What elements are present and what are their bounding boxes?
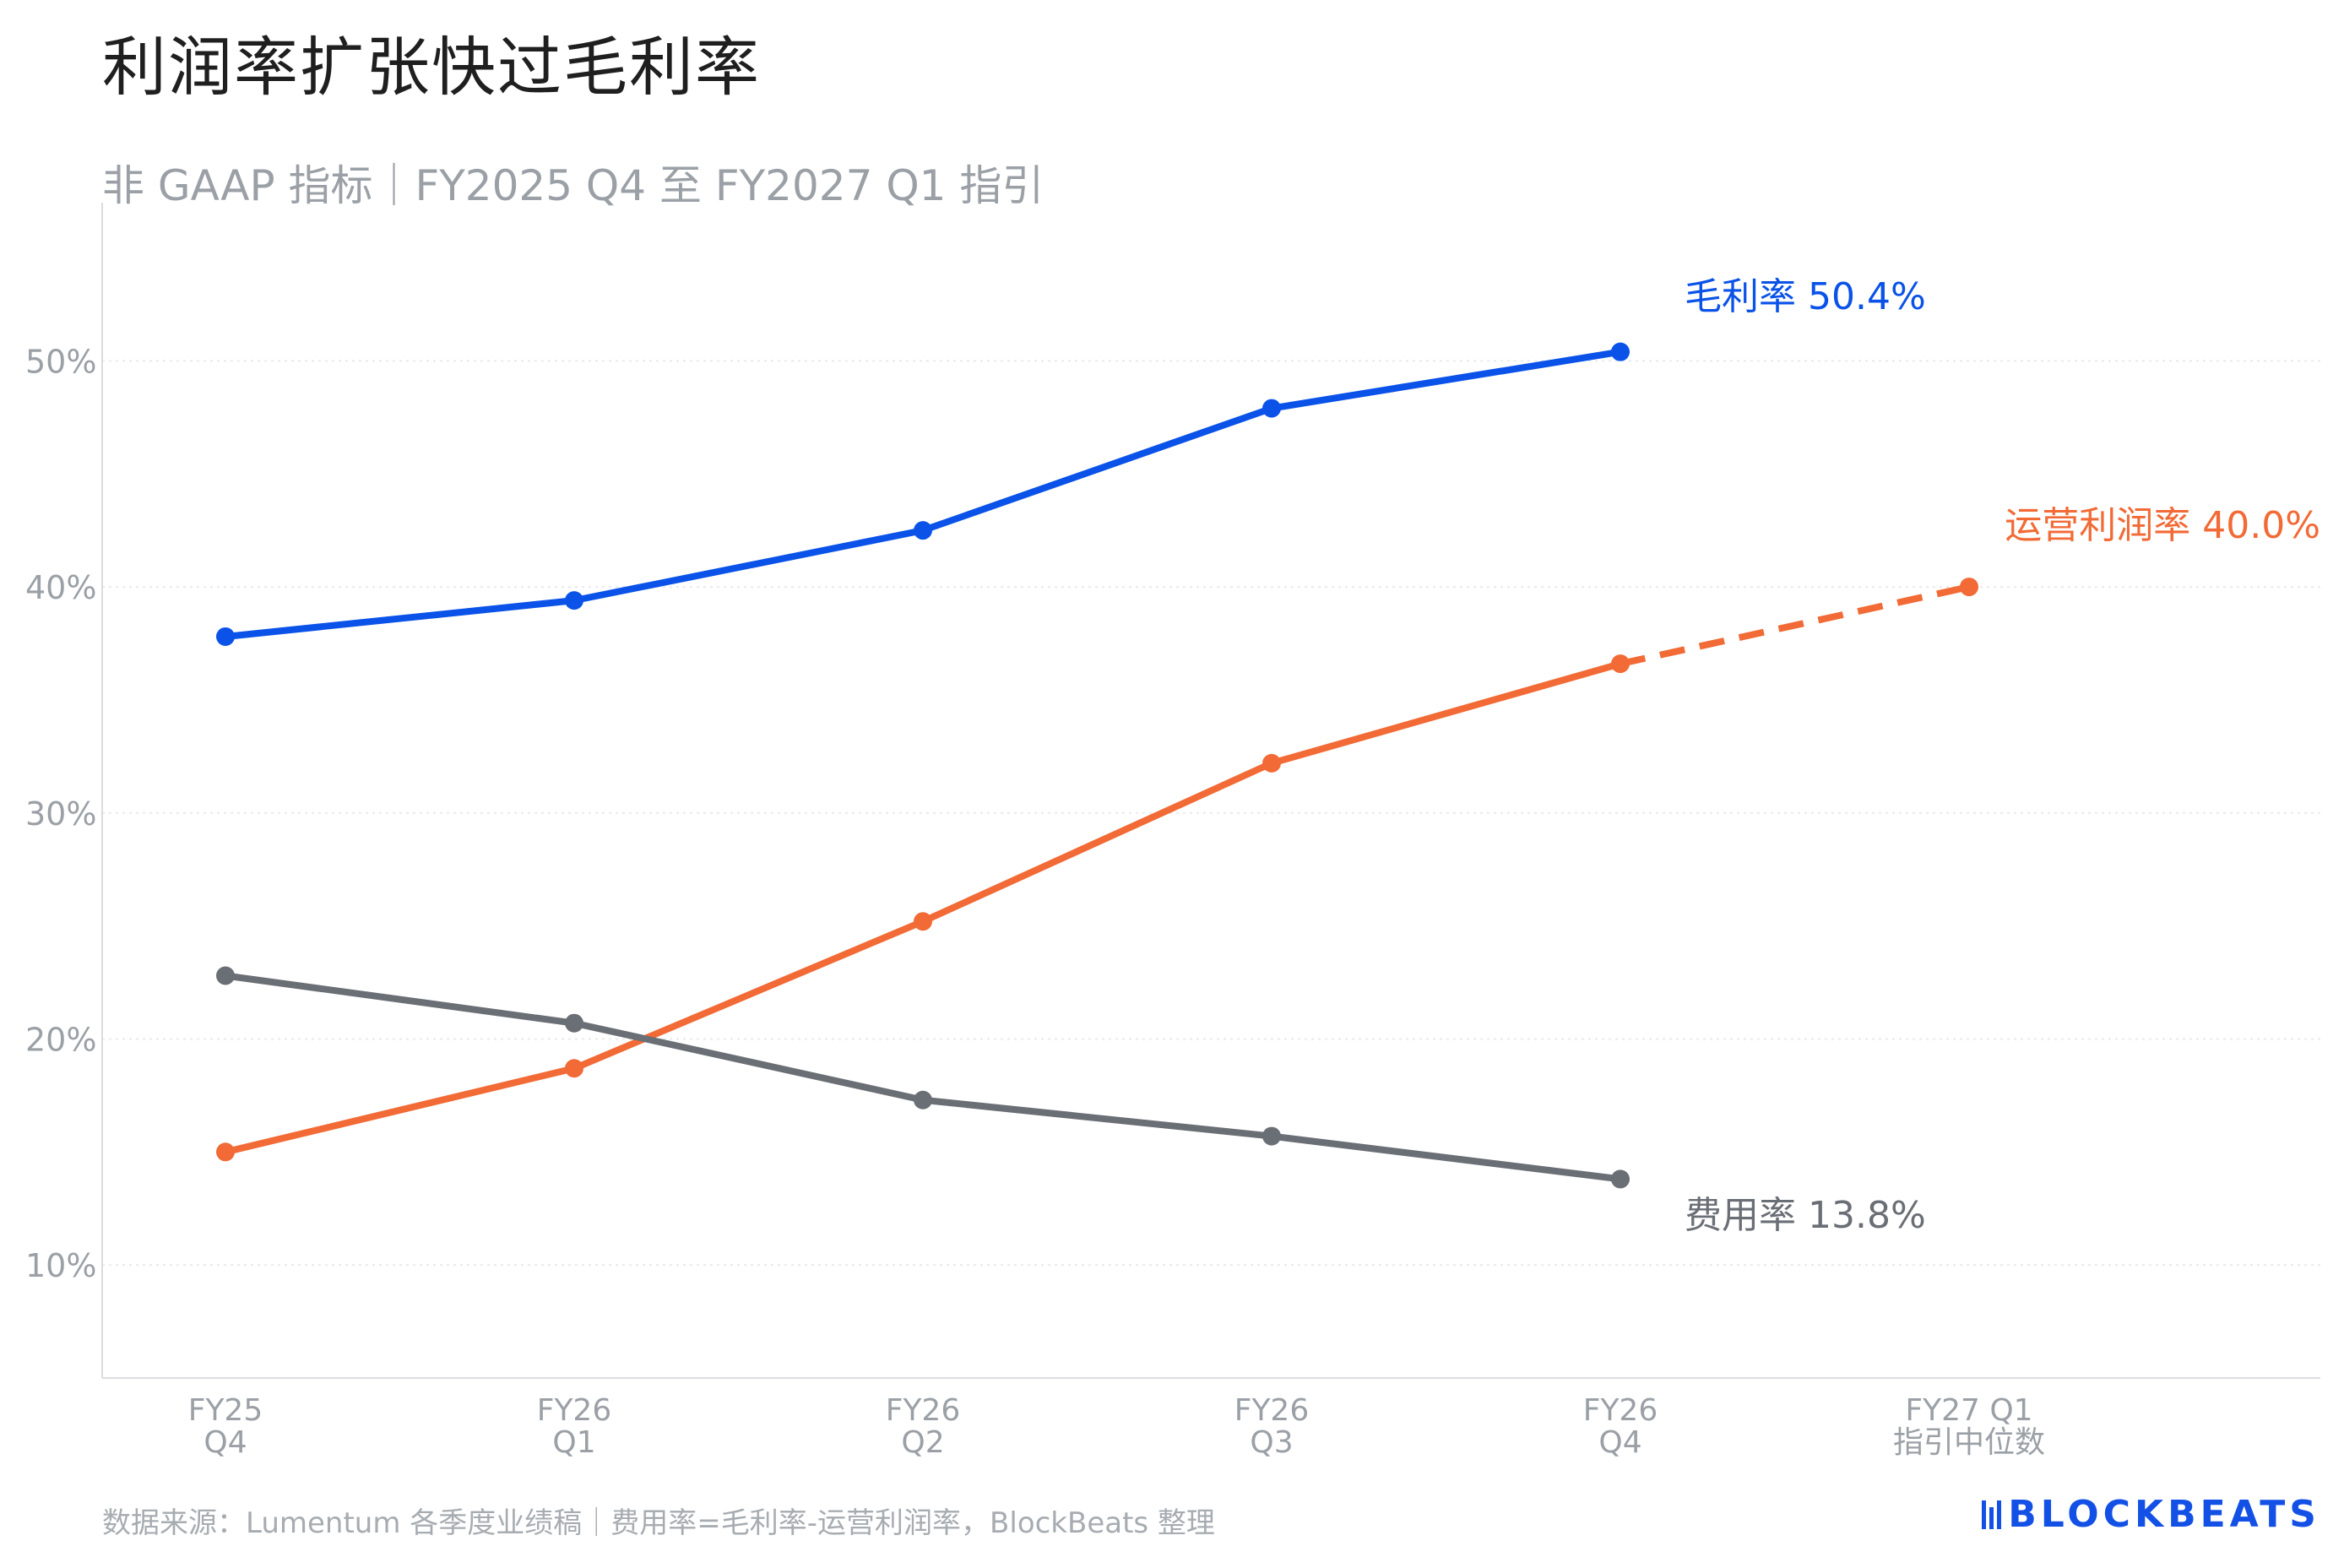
gross-end-label: 毛利率 50.4% xyxy=(1685,275,1926,318)
chart-title: 利润率扩张快过毛利率 xyxy=(102,30,761,105)
gross-point xyxy=(914,521,932,540)
operating-point xyxy=(565,1059,583,1078)
source-note: 数据来源：Lumentum 各季度业绩稿｜费用率=毛利率-运营利润率，Block… xyxy=(102,1506,1215,1540)
brand-mark-icon xyxy=(1982,1500,2002,1529)
gross-point xyxy=(1611,342,1630,361)
operating-end-label: 运营利润率 40.0% xyxy=(2005,504,2320,547)
operating-point xyxy=(216,1142,235,1162)
x-tick-label: FY26 xyxy=(1234,1393,1310,1428)
operating-point xyxy=(1262,753,1281,773)
x-tick-label: FY27 Q1 xyxy=(1905,1393,2032,1428)
y-tick-label: 50% xyxy=(25,343,96,380)
operating-point xyxy=(1960,578,1978,597)
x-tick-label: Q3 xyxy=(1250,1425,1293,1460)
brand-logo: BLOCKBEATS xyxy=(1982,1493,2320,1536)
y-tick-label: 30% xyxy=(25,795,96,833)
gross-point xyxy=(216,627,235,646)
x-tick-label: Q4 xyxy=(1598,1425,1641,1460)
x-tick-label: FY26 xyxy=(537,1393,612,1428)
expense-end-label: 费用率 13.8% xyxy=(1685,1194,1926,1237)
operating-guidance-line xyxy=(1620,583,1970,667)
gross-point xyxy=(565,591,583,610)
y-tick-label: 40% xyxy=(25,569,96,606)
operating-line xyxy=(222,660,1624,1156)
x-tick-label: Q4 xyxy=(203,1425,247,1460)
brand-name: BLOCKBEATS xyxy=(2008,1493,2320,1536)
operating-point xyxy=(1611,654,1630,674)
expense-point xyxy=(1262,1126,1281,1146)
gross-line xyxy=(222,348,1624,640)
expense-line xyxy=(222,972,1624,1183)
x-tick-label: FY26 xyxy=(1583,1393,1658,1428)
expense-point xyxy=(565,1013,583,1033)
expense-point xyxy=(914,1090,932,1110)
expense-point xyxy=(1611,1169,1630,1189)
expense-point xyxy=(216,966,235,985)
chart-subtitle: 非 GAAP 指标｜FY2025 Q4 至 FY2027 Q1 指引 xyxy=(102,161,1044,210)
x-tick-label: Q1 xyxy=(552,1425,595,1460)
gross-point xyxy=(1262,399,1281,418)
x-tick-label: FY26 xyxy=(886,1393,961,1428)
x-tick-label: Q2 xyxy=(901,1425,944,1460)
operating-point xyxy=(914,912,932,931)
y-tick-label: 20% xyxy=(25,1021,96,1058)
y-tick-label: 10% xyxy=(25,1247,96,1284)
x-tick-label: 指引中位数 xyxy=(1893,1425,2045,1460)
x-tick-label: FY25 xyxy=(188,1393,263,1428)
